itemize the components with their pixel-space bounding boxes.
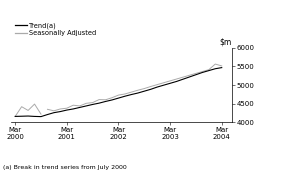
Text: $m: $m xyxy=(220,38,232,47)
Text: (a) Break in trend series from July 2000: (a) Break in trend series from July 2000 xyxy=(3,165,127,170)
Legend: Trend(a), Seasonally Adjusted: Trend(a), Seasonally Adjusted xyxy=(15,22,97,36)
